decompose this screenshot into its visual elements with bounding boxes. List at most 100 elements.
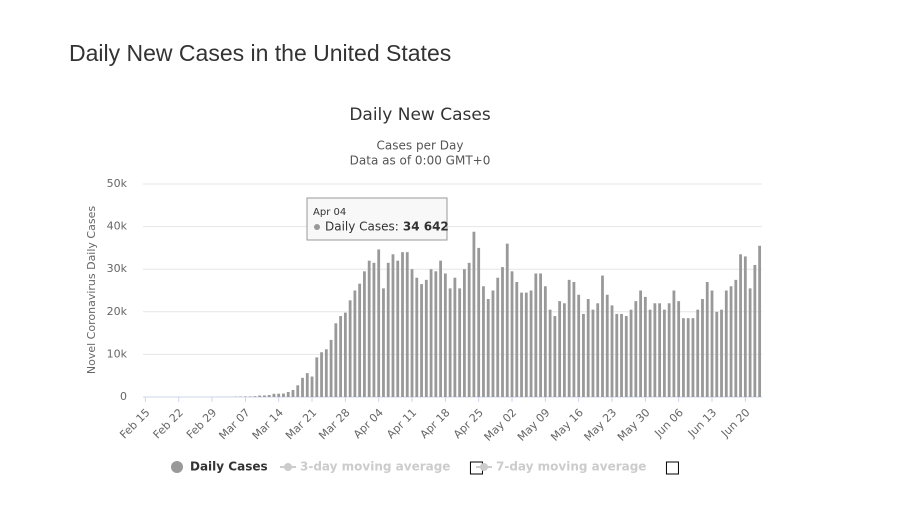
bar — [253, 396, 257, 397]
tooltip-value: 34 642 — [403, 220, 449, 234]
bar — [472, 231, 476, 397]
tooltip-box — [306, 197, 448, 241]
legend-marker — [284, 463, 292, 471]
x-tick-label: May 30 — [615, 406, 653, 444]
bar — [396, 260, 400, 397]
x-tick-label: Mar 07 — [216, 406, 252, 442]
x-tick-label: Apr 25 — [451, 406, 486, 441]
bar — [363, 271, 366, 397]
bar — [429, 269, 433, 397]
bar — [334, 323, 338, 397]
bar — [305, 373, 309, 397]
legend-label[interactable]: 7-day moving average — [496, 460, 646, 474]
bar — [753, 264, 757, 397]
bar — [424, 279, 428, 397]
bar — [467, 262, 471, 397]
bar — [696, 309, 700, 397]
bar — [258, 395, 262, 397]
bar — [720, 309, 723, 397]
bar — [448, 288, 452, 397]
chart-subtitle: Cases per Day — [377, 139, 464, 153]
x-tick-label: Apr 18 — [418, 406, 453, 441]
x-tick-label: Feb 15 — [117, 406, 152, 441]
bar — [734, 279, 738, 397]
bar — [596, 303, 600, 397]
bar — [739, 254, 742, 397]
bar — [477, 247, 481, 397]
bar — [748, 288, 752, 397]
legend-marker[interactable] — [171, 461, 183, 473]
bar — [586, 299, 590, 397]
y-axis-label: Novel Coronavirus Daily Cases — [85, 206, 98, 374]
bar — [377, 249, 381, 397]
bar — [601, 275, 604, 397]
x-tick-label: Apr 04 — [351, 406, 386, 441]
bar — [715, 311, 719, 397]
bar — [505, 243, 509, 397]
legend-checkbox[interactable] — [665, 461, 679, 475]
bar — [610, 305, 614, 397]
bar — [386, 262, 390, 397]
bar — [286, 391, 290, 397]
bar — [705, 281, 709, 397]
bar — [510, 271, 514, 397]
bar — [391, 254, 395, 397]
bar — [672, 290, 676, 397]
bar — [272, 393, 276, 397]
x-tick-label: Apr 11 — [384, 406, 419, 441]
x-tick-label: Jun 20 — [718, 406, 752, 440]
bar — [439, 260, 442, 397]
x-tick-label: Jun 06 — [651, 406, 685, 440]
bar — [543, 286, 547, 397]
bar — [301, 377, 304, 397]
bar — [648, 309, 652, 397]
page-heading: Daily New Cases in the United States — [69, 40, 452, 66]
x-tick-label: Mar 21 — [283, 406, 319, 442]
bar — [343, 312, 347, 397]
bar — [339, 316, 343, 397]
x-tick-label: May 16 — [548, 406, 586, 444]
bar — [710, 290, 714, 397]
bar — [562, 303, 566, 397]
legend-label[interactable]: Daily Cases — [190, 460, 268, 474]
bar — [486, 299, 490, 397]
bar — [410, 269, 414, 397]
bar — [282, 393, 285, 397]
x-tick-label: Feb 29 — [184, 406, 219, 441]
bar — [263, 395, 266, 397]
bar — [515, 281, 519, 397]
tooltip-header: Apr 04 — [313, 207, 346, 218]
bar — [620, 313, 623, 397]
legend-label[interactable]: 3-day moving average — [300, 460, 450, 474]
x-tick-label: May 09 — [515, 406, 553, 444]
bar — [353, 290, 357, 397]
bar — [558, 301, 562, 397]
bar — [577, 294, 581, 397]
bar — [634, 301, 638, 397]
bar — [415, 277, 419, 397]
bar — [291, 389, 295, 397]
bar — [482, 286, 485, 397]
bar — [401, 252, 404, 397]
bar — [629, 309, 633, 397]
bar — [553, 316, 557, 397]
bar — [277, 393, 281, 397]
bar — [667, 303, 671, 397]
bar — [662, 309, 666, 397]
legend-marker — [480, 463, 488, 471]
bar — [572, 281, 576, 397]
bar — [320, 352, 323, 397]
bar — [701, 299, 704, 397]
bar — [501, 267, 504, 397]
bar — [358, 283, 362, 397]
bar — [758, 245, 762, 397]
bar — [367, 260, 371, 397]
chart-title: Daily New Cases — [349, 105, 491, 125]
bar — [691, 318, 695, 397]
bar — [724, 290, 728, 397]
bar — [639, 290, 642, 397]
bar — [686, 318, 690, 397]
bar — [372, 262, 376, 397]
bar — [539, 273, 542, 397]
